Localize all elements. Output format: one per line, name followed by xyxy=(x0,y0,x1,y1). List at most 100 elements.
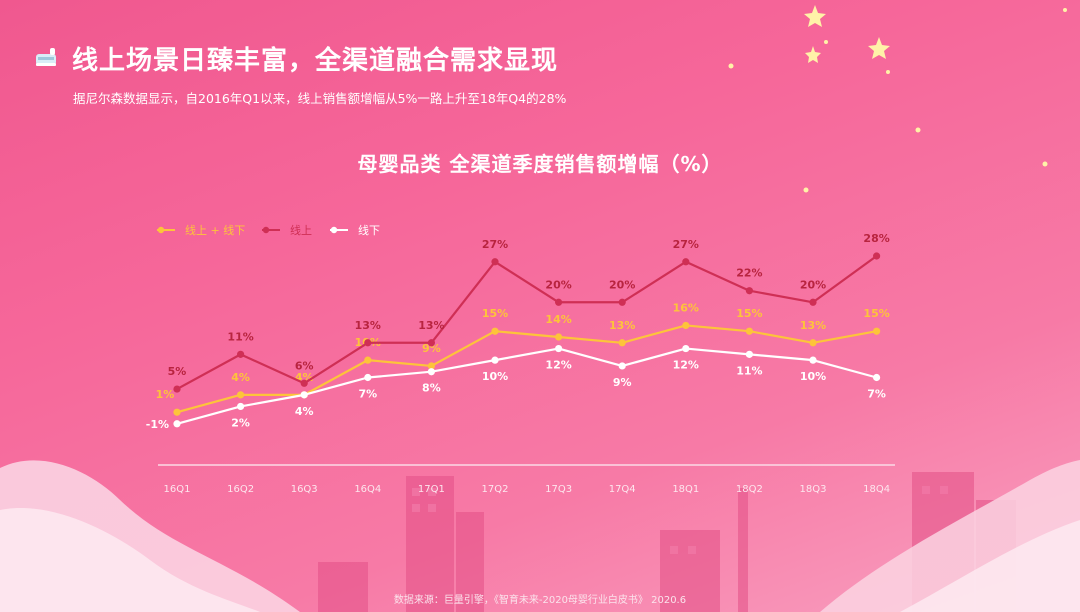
data-label: 14% xyxy=(545,313,571,326)
x-tick-label: 17Q2 xyxy=(482,484,509,495)
series-line xyxy=(176,324,877,414)
data-point xyxy=(364,373,372,382)
data-label: 27% xyxy=(673,238,699,251)
x-tick-label: 16Q2 xyxy=(227,484,254,495)
wave-right-inner xyxy=(900,520,1080,612)
data-point xyxy=(173,420,181,428)
data-point xyxy=(173,385,181,393)
data-label: 15% xyxy=(736,307,762,320)
data-point xyxy=(364,339,372,347)
wave-left-inner xyxy=(0,508,260,612)
data-point xyxy=(618,298,626,306)
data-label: 13% xyxy=(800,319,826,332)
data-point xyxy=(300,391,308,399)
data-point xyxy=(809,356,817,364)
data-label: 28% xyxy=(863,232,889,245)
x-tick-label: 18Q3 xyxy=(800,484,827,495)
series-line xyxy=(176,347,877,425)
data-point xyxy=(682,321,690,330)
star-icon xyxy=(804,5,826,27)
data-label: 2% xyxy=(231,416,250,429)
data-label: 20% xyxy=(609,278,635,291)
data-source: 数据来源：巨量引擎，《智育未来-2020母婴行业白皮书》 2020.6 xyxy=(393,595,687,606)
data-label: 9% xyxy=(613,376,632,389)
data-label: 1% xyxy=(156,388,175,401)
data-point xyxy=(237,402,245,411)
chart-title: 母婴品类 全渠道季度销售额增幅（%） xyxy=(357,152,723,176)
x-tick-label: 18Q2 xyxy=(736,484,763,495)
data-point xyxy=(873,327,881,335)
x-tick-label: 17Q3 xyxy=(545,484,572,495)
data-label: 15% xyxy=(482,307,508,320)
star-icon xyxy=(805,46,821,63)
data-point xyxy=(491,356,499,364)
data-point xyxy=(618,362,626,370)
data-label: 20% xyxy=(800,278,826,291)
data-point xyxy=(745,287,754,295)
data-point xyxy=(809,339,817,347)
data-point xyxy=(555,333,563,341)
data-point xyxy=(364,356,372,364)
data-label: 4% xyxy=(295,405,314,418)
data-label: -1% xyxy=(146,418,169,431)
data-point xyxy=(491,327,499,335)
data-label: 13% xyxy=(355,319,381,332)
data-point xyxy=(618,339,626,347)
data-label: 12% xyxy=(545,359,571,372)
baby-bottle-icon xyxy=(36,48,56,66)
data-label: 5% xyxy=(168,365,187,378)
stars xyxy=(728,5,1067,193)
data-label: 6% xyxy=(295,359,314,372)
data-label: 11% xyxy=(227,330,253,343)
data-label: 9% xyxy=(422,342,441,355)
star-icon xyxy=(868,37,890,59)
legend-label: 线下 xyxy=(358,223,380,237)
legend-label: 线上 + 线下 xyxy=(185,223,245,237)
data-point xyxy=(427,368,435,376)
data-label: 7% xyxy=(867,388,886,401)
x-tick-label: 18Q4 xyxy=(863,484,890,495)
building-windows xyxy=(412,486,948,554)
data-label: 13% xyxy=(418,319,444,332)
page-title: 线上场景日臻丰富，全渠道融合需求显现 xyxy=(72,46,559,76)
data-label: 12% xyxy=(673,359,699,372)
legend-label: 线上 xyxy=(290,223,312,237)
data-label: 8% xyxy=(422,382,441,395)
data-point xyxy=(237,350,245,358)
data-point xyxy=(873,252,881,260)
data-label: 27% xyxy=(482,238,508,251)
data-label: 13% xyxy=(609,319,635,332)
data-label: 11% xyxy=(736,364,762,377)
data-label: 16% xyxy=(673,301,699,314)
legend-marker xyxy=(157,226,165,234)
data-label: 4% xyxy=(231,371,250,384)
data-label: 10% xyxy=(482,370,508,383)
legend-marker xyxy=(330,226,338,234)
series-line xyxy=(176,255,878,391)
data-point xyxy=(682,258,690,266)
x-tick-label: 17Q1 xyxy=(418,484,445,495)
data-point xyxy=(300,379,308,387)
data-label: 10% xyxy=(800,370,826,383)
x-tick-label: 18Q1 xyxy=(672,484,699,495)
data-point xyxy=(173,408,181,416)
x-tick-label: 17Q4 xyxy=(609,484,636,495)
data-point xyxy=(809,298,817,306)
data-point xyxy=(682,344,690,353)
data-point xyxy=(873,373,881,382)
data-label: 20% xyxy=(545,278,571,291)
legend-marker xyxy=(262,226,270,234)
data-point xyxy=(745,327,754,335)
data-point xyxy=(427,362,435,370)
data-point xyxy=(491,258,499,266)
data-point xyxy=(237,391,245,399)
x-tick-label: 16Q3 xyxy=(291,484,318,495)
data-label: 7% xyxy=(358,388,377,401)
data-point xyxy=(427,339,435,347)
data-label: 22% xyxy=(736,267,762,280)
x-tick-label: 16Q4 xyxy=(354,484,381,495)
page-subtitle: 据尼尔森数据显示，自2016年Q1以来，线上销售额增幅从5%一路上升至18年Q4… xyxy=(73,91,567,106)
data-point xyxy=(745,350,754,358)
